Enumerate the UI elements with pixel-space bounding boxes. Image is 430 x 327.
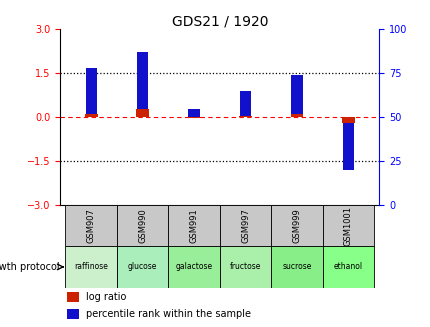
Polygon shape	[270, 205, 322, 246]
Bar	[240, 91, 251, 117]
Title: GDS21 / 1920: GDS21 / 1920	[171, 14, 267, 28]
Bar	[187, 117, 200, 118]
Text: GSM999: GSM999	[292, 208, 301, 243]
Polygon shape	[168, 246, 219, 287]
Text: glucose: glucose	[128, 263, 157, 271]
Polygon shape	[168, 205, 219, 246]
Polygon shape	[322, 205, 373, 246]
Text: GSM991: GSM991	[189, 208, 198, 243]
Text: log ratio: log ratio	[86, 292, 126, 302]
Bar	[342, 117, 353, 170]
Text: GSM1001: GSM1001	[343, 206, 352, 246]
Text: GSM907: GSM907	[86, 208, 95, 243]
Polygon shape	[117, 246, 168, 287]
Bar	[67, 292, 79, 302]
Text: raffinose: raffinose	[74, 263, 108, 271]
Bar	[85, 68, 97, 117]
Bar	[188, 109, 199, 117]
Text: fructose: fructose	[229, 263, 261, 271]
Bar	[290, 114, 303, 117]
Polygon shape	[219, 205, 270, 246]
Polygon shape	[65, 246, 117, 287]
Text: ethanol: ethanol	[333, 263, 362, 271]
Polygon shape	[65, 205, 117, 246]
Text: GSM997: GSM997	[240, 208, 249, 243]
Bar	[67, 309, 79, 319]
Polygon shape	[219, 246, 270, 287]
Polygon shape	[270, 246, 322, 287]
Polygon shape	[117, 205, 168, 246]
Bar	[137, 52, 148, 117]
Bar	[341, 117, 354, 123]
Bar	[85, 114, 98, 117]
Text: growth protocol: growth protocol	[0, 262, 59, 272]
Bar	[291, 75, 302, 117]
Text: GSM990: GSM990	[138, 208, 147, 243]
Bar	[239, 115, 252, 117]
Bar	[136, 109, 149, 117]
Text: percentile rank within the sample: percentile rank within the sample	[86, 309, 250, 319]
Text: galactose: galactose	[175, 263, 212, 271]
Text: sucrose: sucrose	[282, 263, 311, 271]
Polygon shape	[322, 246, 373, 287]
